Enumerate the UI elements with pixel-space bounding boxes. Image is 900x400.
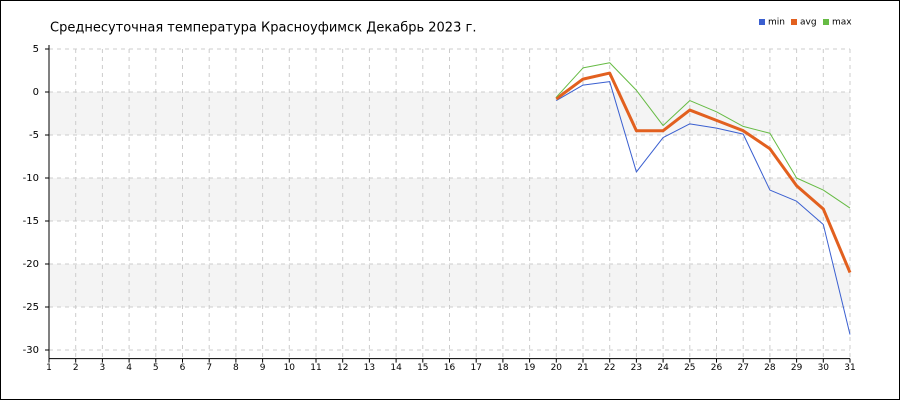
legend-swatch — [791, 19, 797, 25]
x-tick-label: 11 — [310, 363, 321, 373]
x-tick-label: 3 — [100, 363, 106, 373]
y-tick-label: -5 — [29, 130, 39, 141]
x-tick-label: 25 — [684, 363, 695, 373]
x-tick-label: 31 — [844, 363, 855, 373]
x-tick-label: 19 — [524, 363, 536, 373]
x-tick-label: 30 — [818, 363, 830, 373]
x-tick-label: 27 — [737, 363, 748, 373]
x-tick-label: 4 — [126, 363, 132, 373]
x-tick-label: 16 — [444, 363, 456, 373]
y-tick-label: -10 — [23, 173, 39, 184]
x-tick-label: 2 — [73, 363, 79, 373]
x-tick-label: 23 — [631, 363, 642, 373]
y-tick-label: 0 — [33, 87, 39, 98]
x-tick-label: 17 — [470, 363, 481, 373]
x-tick-label: 5 — [153, 363, 159, 373]
chart-title: Среднесуточная температура Красноуфимск … — [50, 21, 476, 36]
x-tick-label: 15 — [417, 363, 428, 373]
x-tick-label: 8 — [233, 363, 239, 373]
x-tick-label: 7 — [206, 363, 212, 373]
legend-swatch — [759, 19, 765, 25]
legend-swatch — [823, 19, 829, 25]
series-line — [555, 71, 852, 274]
y-tick-label: -30 — [23, 345, 39, 356]
x-tick-label: 29 — [791, 363, 803, 373]
x-tick-label: 10 — [284, 363, 296, 373]
x-tick-label: 12 — [337, 363, 348, 373]
legend-label: min — [768, 18, 785, 28]
x-tick-label: 18 — [497, 363, 509, 373]
x-tick-label: 22 — [604, 363, 615, 373]
grid-band — [49, 178, 850, 221]
y-tick-label: -25 — [23, 302, 39, 313]
legend-label: max — [832, 18, 852, 28]
y-tick-label: -20 — [23, 259, 39, 270]
y-tick-label: -15 — [23, 216, 39, 227]
x-tick-label: 9 — [260, 363, 266, 373]
x-tick-label: 21 — [577, 363, 588, 373]
x-tick-label: 28 — [764, 363, 776, 373]
x-tick-label: 6 — [180, 363, 186, 373]
x-tick-label: 14 — [390, 363, 402, 373]
x-tick-label: 26 — [711, 363, 723, 373]
y-tick-label: 5 — [33, 44, 39, 55]
x-tick-label: 20 — [551, 363, 563, 373]
x-tick-label: 24 — [657, 363, 669, 373]
legend-label: avg — [800, 18, 817, 28]
x-tick-label: 13 — [364, 363, 375, 373]
x-tick-label: 1 — [46, 363, 52, 373]
series-line — [555, 62, 851, 209]
series-line — [556, 81, 851, 335]
